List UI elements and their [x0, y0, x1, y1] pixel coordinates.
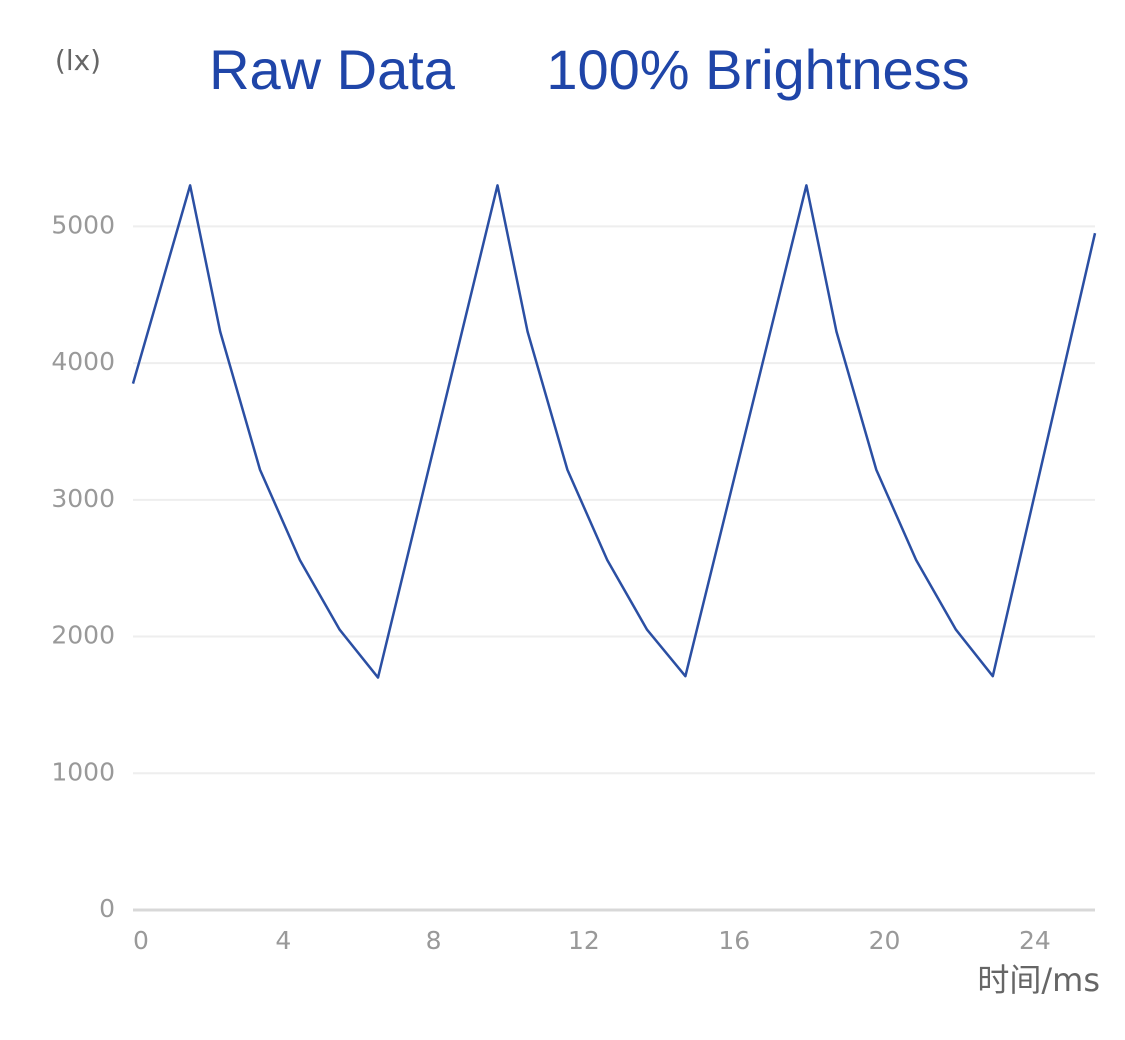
- y-tick-label: 5000: [51, 210, 115, 239]
- x-tick-label: 8: [426, 926, 442, 955]
- y-tick-label: 1000: [51, 757, 115, 786]
- x-axis-label: 时间/ms: [977, 961, 1100, 999]
- x-tick-label: 20: [869, 926, 901, 955]
- y-tick-label: 3000: [51, 484, 115, 513]
- x-tick-label: 12: [568, 926, 600, 955]
- y-tick-label: 4000: [51, 347, 115, 376]
- chart-title: Raw Data: [209, 38, 456, 101]
- y-tick-label: 2000: [51, 621, 115, 650]
- y-tick-label: 0: [99, 894, 115, 923]
- x-tick-label: 24: [1019, 926, 1051, 955]
- x-tick-label: 16: [718, 926, 750, 955]
- x-tick-label: 0: [133, 926, 149, 955]
- y-axis-label: (lx): [55, 44, 101, 77]
- x-tick-label: 4: [275, 926, 291, 955]
- chart-subtitle: 100% Brightness: [546, 38, 969, 101]
- data-line: [131, 184, 1097, 679]
